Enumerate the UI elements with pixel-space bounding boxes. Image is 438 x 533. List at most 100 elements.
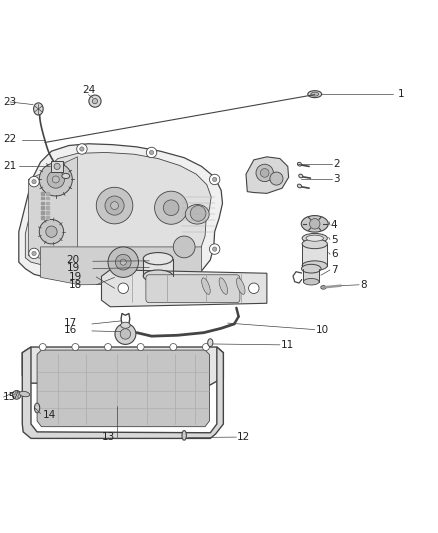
Text: 11: 11 xyxy=(281,340,294,350)
Text: 21: 21 xyxy=(4,161,17,172)
Bar xyxy=(41,192,44,195)
Circle shape xyxy=(209,244,220,254)
Bar xyxy=(46,192,49,195)
Text: 16: 16 xyxy=(64,325,78,335)
Polygon shape xyxy=(22,347,223,439)
Circle shape xyxy=(46,226,57,237)
Polygon shape xyxy=(25,152,211,272)
Polygon shape xyxy=(102,270,267,307)
Circle shape xyxy=(120,329,131,339)
Ellipse shape xyxy=(302,233,327,243)
Ellipse shape xyxy=(311,92,319,96)
Circle shape xyxy=(29,176,39,187)
Circle shape xyxy=(12,391,21,399)
Circle shape xyxy=(209,174,220,184)
Bar xyxy=(302,244,327,265)
Circle shape xyxy=(116,254,131,270)
Text: 2: 2 xyxy=(333,159,339,169)
Text: 4: 4 xyxy=(331,220,337,230)
Text: 1: 1 xyxy=(397,89,404,99)
Circle shape xyxy=(108,247,138,277)
Circle shape xyxy=(170,344,177,351)
Polygon shape xyxy=(37,350,209,426)
Circle shape xyxy=(52,176,59,183)
Circle shape xyxy=(72,344,79,351)
Polygon shape xyxy=(41,247,201,285)
Circle shape xyxy=(32,251,36,256)
Ellipse shape xyxy=(143,270,173,282)
Text: 12: 12 xyxy=(237,432,251,442)
Text: 19: 19 xyxy=(67,263,80,273)
Circle shape xyxy=(92,99,98,104)
Circle shape xyxy=(120,259,126,265)
Polygon shape xyxy=(19,144,223,285)
Ellipse shape xyxy=(237,278,245,294)
Polygon shape xyxy=(15,391,18,399)
Ellipse shape xyxy=(306,235,323,241)
Circle shape xyxy=(163,200,179,215)
Circle shape xyxy=(202,344,209,351)
Bar xyxy=(41,211,44,214)
Circle shape xyxy=(105,344,112,351)
Bar xyxy=(46,216,49,219)
Text: 5: 5 xyxy=(331,235,337,245)
Bar xyxy=(304,269,319,282)
Circle shape xyxy=(212,177,217,182)
Polygon shape xyxy=(17,391,18,395)
Text: 19: 19 xyxy=(69,272,82,282)
Polygon shape xyxy=(17,391,20,395)
Polygon shape xyxy=(28,157,78,266)
Circle shape xyxy=(137,344,144,351)
Circle shape xyxy=(89,95,101,107)
Text: 3: 3 xyxy=(333,174,339,184)
FancyBboxPatch shape xyxy=(146,275,240,303)
Circle shape xyxy=(256,164,273,182)
Ellipse shape xyxy=(35,403,40,413)
Circle shape xyxy=(39,163,72,196)
Bar xyxy=(51,161,63,172)
Bar xyxy=(46,197,49,199)
Circle shape xyxy=(111,201,118,209)
Polygon shape xyxy=(22,347,223,385)
Circle shape xyxy=(115,324,136,344)
Ellipse shape xyxy=(143,253,173,265)
Polygon shape xyxy=(15,391,18,395)
Text: 10: 10 xyxy=(316,325,329,335)
Circle shape xyxy=(270,172,283,185)
Bar xyxy=(41,216,44,219)
Ellipse shape xyxy=(19,391,30,397)
Ellipse shape xyxy=(120,322,130,328)
Polygon shape xyxy=(17,391,18,399)
Polygon shape xyxy=(13,391,18,395)
Text: 15: 15 xyxy=(3,392,16,402)
Text: 23: 23 xyxy=(4,96,17,107)
Polygon shape xyxy=(246,157,289,193)
Circle shape xyxy=(54,163,60,169)
Text: 17: 17 xyxy=(64,318,78,328)
Ellipse shape xyxy=(301,215,328,232)
Circle shape xyxy=(96,187,133,224)
Circle shape xyxy=(32,180,36,184)
Text: 8: 8 xyxy=(360,280,367,290)
Circle shape xyxy=(118,283,128,294)
Bar xyxy=(41,206,44,209)
Circle shape xyxy=(39,344,46,351)
Ellipse shape xyxy=(321,286,326,289)
Text: 22: 22 xyxy=(4,134,17,144)
Ellipse shape xyxy=(185,205,209,224)
Ellipse shape xyxy=(297,184,302,188)
Ellipse shape xyxy=(301,264,321,273)
Circle shape xyxy=(249,283,259,294)
Ellipse shape xyxy=(62,173,70,179)
Circle shape xyxy=(146,147,157,158)
Circle shape xyxy=(39,220,64,244)
Circle shape xyxy=(105,196,124,215)
Circle shape xyxy=(149,150,154,155)
Circle shape xyxy=(212,247,217,251)
Circle shape xyxy=(80,147,84,151)
Ellipse shape xyxy=(201,278,210,294)
Bar xyxy=(46,201,49,204)
Bar xyxy=(41,197,44,199)
Ellipse shape xyxy=(302,261,327,270)
Circle shape xyxy=(47,171,64,188)
